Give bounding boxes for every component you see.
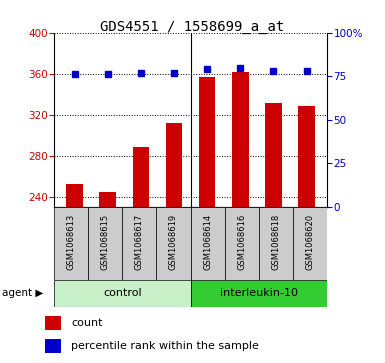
- Text: GSM1068616: GSM1068616: [237, 214, 246, 270]
- Text: GSM1068620: GSM1068620: [306, 214, 315, 270]
- Text: GSM1068619: GSM1068619: [169, 214, 178, 270]
- Bar: [191, 280, 327, 307]
- Bar: [156, 207, 191, 280]
- Bar: [54, 280, 191, 307]
- Text: GSM1068618: GSM1068618: [271, 214, 281, 270]
- Text: GSM1068617: GSM1068617: [135, 214, 144, 270]
- Bar: [259, 207, 293, 280]
- Text: GSM1068615: GSM1068615: [100, 214, 110, 270]
- Text: interleukin-10: interleukin-10: [220, 288, 298, 298]
- Bar: [199, 77, 216, 207]
- Bar: [265, 103, 282, 207]
- Bar: [225, 207, 259, 280]
- Text: agent ▶: agent ▶: [2, 288, 43, 298]
- Bar: [232, 72, 249, 207]
- Bar: [45, 316, 62, 330]
- Bar: [298, 106, 315, 207]
- Text: GSM1068614: GSM1068614: [203, 214, 212, 270]
- Bar: [88, 207, 122, 280]
- Text: control: control: [103, 288, 142, 298]
- Bar: [191, 207, 225, 280]
- Bar: [99, 192, 116, 207]
- Text: GDS4551 / 1558699_a_at: GDS4551 / 1558699_a_at: [100, 20, 285, 34]
- Bar: [293, 207, 327, 280]
- Text: percentile rank within the sample: percentile rank within the sample: [71, 341, 259, 351]
- Text: count: count: [71, 318, 103, 328]
- Bar: [132, 147, 149, 207]
- Bar: [66, 184, 83, 207]
- Bar: [54, 207, 88, 280]
- Bar: [45, 339, 62, 353]
- Bar: [122, 207, 156, 280]
- Text: GSM1068613: GSM1068613: [67, 214, 75, 270]
- Bar: [166, 123, 182, 207]
